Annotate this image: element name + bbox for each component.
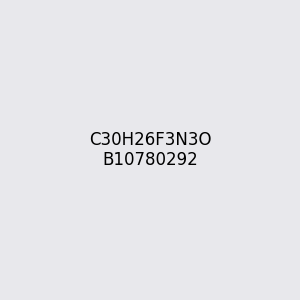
Text: C30H26F3N3O
B10780292: C30H26F3N3O B10780292: [89, 130, 211, 170]
